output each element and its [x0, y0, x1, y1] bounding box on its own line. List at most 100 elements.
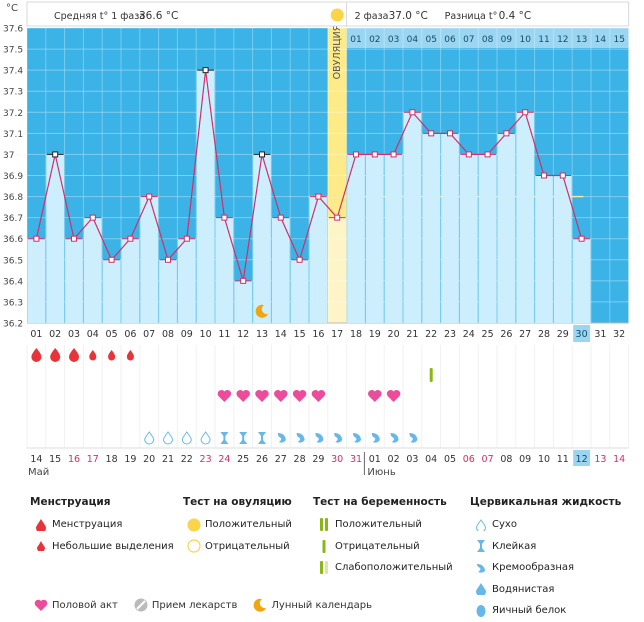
calendar-date: 19 [124, 454, 136, 465]
sticky-icon [220, 432, 229, 444]
temperature-point [259, 151, 265, 158]
day-label: 23 [444, 329, 456, 340]
temperature-point [183, 235, 190, 242]
legend-title: Менструация [30, 496, 111, 508]
day-label: 03 [68, 329, 80, 340]
temperature-point [52, 151, 59, 158]
legend-item: Клейкая [492, 540, 537, 552]
phase1-value: 36.6 °C [139, 10, 178, 22]
temperature-bar [234, 280, 253, 323]
temperature-bar [553, 175, 572, 323]
temperature-bar [309, 196, 328, 323]
temperature-line [35, 70, 583, 282]
legend-item: Водянистая [492, 583, 555, 595]
legend-title: Цервикальная жидкость [470, 496, 622, 508]
egg-white-icon [470, 604, 492, 618]
phase2-value: 37.0 °C [389, 10, 428, 22]
calendar-date: 20 [143, 454, 155, 465]
temperature-point [447, 130, 453, 137]
temperature-bar [65, 238, 83, 323]
day-label: 13 [256, 329, 268, 340]
calendar-date: 27 [275, 454, 287, 465]
day-label: 28 [538, 329, 550, 340]
y-tick-label: 37.2 [3, 109, 23, 119]
ovulation-label: ОВУЛЯЦИЯ [332, 25, 343, 80]
temperature-point [221, 214, 228, 221]
legend-item: Кремообразная [492, 562, 575, 574]
phase2-day-label: 09 [501, 35, 513, 45]
dry-drop-icon [144, 431, 155, 445]
dry-drop-icon [162, 431, 174, 445]
phase2-day-label: 03 [388, 35, 399, 45]
temperature-bar [384, 154, 403, 323]
day-label: 18 [350, 329, 362, 340]
phase2-day-label: 10 [519, 35, 531, 45]
day-label: 30 [576, 329, 588, 340]
calendar-date: 21 [162, 454, 174, 465]
faint-bar-icon [313, 561, 335, 575]
y-tick-label: 37.6 [3, 25, 23, 35]
positive-circle-icon [183, 518, 205, 532]
calendar-date: 16 [68, 454, 80, 465]
day-label: 07 [143, 329, 155, 340]
day-label: 32 [613, 329, 625, 340]
menstruation-drop-icon [31, 348, 42, 362]
phase2-day-label: 02 [369, 35, 380, 45]
temperature-point [541, 172, 547, 179]
calendar-date: 10 [538, 454, 550, 465]
y-tick-label: 37.4 [3, 67, 23, 77]
day-label: 09 [181, 329, 193, 340]
legend-item: Менструация [52, 519, 123, 531]
diff-value: 0.4 °C [499, 10, 532, 22]
creamy-drop-icon [296, 433, 305, 443]
y-tick-label: 36.6 [3, 235, 23, 245]
day-label: 15 [294, 329, 306, 340]
legend-bottom: Половой акт Прием лекарств Лунный календ… [30, 598, 372, 612]
calendar-date: 07 [482, 454, 494, 465]
calendar-date: 01 [369, 454, 381, 465]
y-tick-label: 37 [3, 151, 14, 161]
temperature-bar [215, 217, 234, 323]
y-tick-label: 36.8 [3, 193, 23, 203]
temperature-bar [121, 238, 140, 323]
calendar-date: 29 [312, 454, 324, 465]
legend-item: Положительный [205, 519, 292, 531]
day-label: 20 [388, 329, 400, 340]
temperature-bar [572, 238, 591, 323]
small-drop-icon [108, 350, 116, 361]
double-bar-icon [313, 518, 335, 532]
legend-title: Тест на овуляцию [183, 496, 292, 508]
day-label: 24 [463, 329, 475, 340]
calendar-date: 02 [388, 454, 400, 465]
ovulation-sun-icon [330, 8, 344, 22]
heart-icon [274, 390, 288, 402]
heart-icon [386, 390, 401, 402]
temperature-point [428, 130, 435, 137]
calendar-date: 08 [500, 454, 512, 465]
temperature-bar [516, 112, 535, 324]
temperature-point [578, 235, 585, 242]
y-tick-label: 37.1 [3, 130, 23, 140]
temperature-bar [253, 154, 271, 323]
phase2-label: 2 фаза [355, 11, 389, 22]
phase2-day-label: 12 [557, 35, 568, 45]
temperature-point [371, 151, 378, 158]
sticky-icon [470, 540, 492, 553]
negative-circle-icon [183, 539, 205, 553]
legend-item: Положительный [335, 519, 422, 531]
temperature-bar [535, 175, 553, 323]
phase2-day-label: 06 [444, 35, 456, 45]
temperature-point [353, 151, 359, 158]
day-label: 22 [425, 329, 437, 340]
temperature-bar [365, 154, 384, 323]
legend-title: Тест на беременность [313, 496, 447, 508]
legend-item: Сухо [492, 519, 517, 531]
y-tick-label: 36.2 [3, 320, 23, 330]
temperature-bar [196, 70, 215, 324]
phase1-label: Средняя t° 1 фаза [54, 11, 145, 22]
calendar-date: 26 [256, 454, 268, 465]
day-label: 06 [124, 329, 136, 340]
phase2-day-label: 05 [425, 35, 436, 45]
temperature-point [240, 277, 247, 284]
phase2-day-label: 15 [613, 35, 624, 45]
